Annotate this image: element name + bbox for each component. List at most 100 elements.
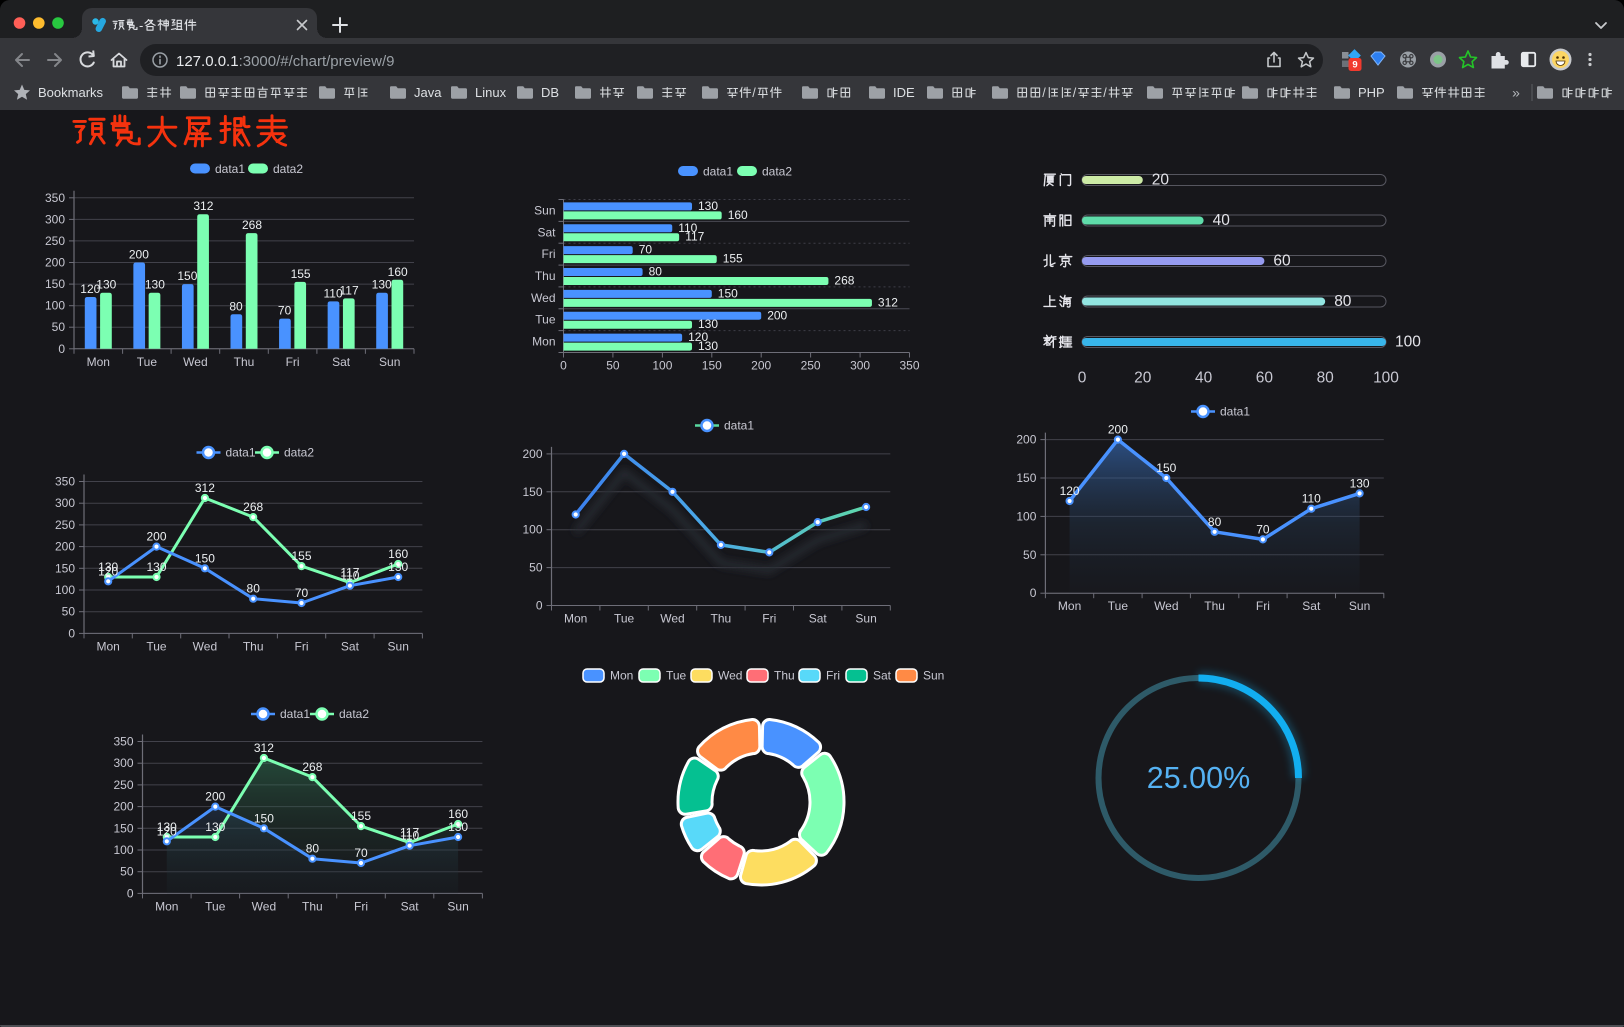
svg-text:Tue: Tue [146,639,167,653]
svg-text:50: 50 [606,359,620,373]
svg-text:155: 155 [351,809,371,823]
svg-text:PHP: PHP [1358,85,1385,100]
svg-text:data1: data1 [1220,405,1250,419]
svg-text:Thu: Thu [302,899,323,913]
svg-text:Mon: Mon [1058,599,1081,613]
svg-text:200: 200 [129,248,149,262]
svg-text:300: 300 [45,212,65,226]
svg-text:100: 100 [55,583,75,597]
svg-text:Fri: Fri [826,669,840,683]
svg-text:200: 200 [113,800,133,814]
svg-text:130: 130 [146,560,166,574]
svg-text:data1: data1 [215,162,245,176]
svg-text:300: 300 [850,359,870,373]
svg-text:110: 110 [1302,492,1321,506]
svg-text:IDE: IDE [893,85,915,100]
svg-text:Sun: Sun [379,355,400,369]
svg-text:130: 130 [698,339,718,353]
svg-text:100: 100 [652,359,672,373]
svg-text:110: 110 [678,221,697,235]
svg-text:80: 80 [1334,293,1352,310]
svg-text:0: 0 [1030,586,1037,600]
svg-text:/: / [752,86,756,100]
svg-text:100: 100 [45,299,65,313]
svg-text:127.0.0.1:3000/#/chart/preview: 127.0.0.1:3000/#/chart/preview/9 [176,53,395,70]
svg-text:Tue: Tue [614,612,635,626]
svg-text:Thu: Thu [1204,599,1225,613]
svg-text:data2: data2 [284,446,314,460]
svg-text:150: 150 [113,821,133,835]
svg-text:130: 130 [372,278,392,292]
svg-text:100: 100 [113,843,133,857]
svg-text:100: 100 [1395,334,1421,351]
svg-text:268: 268 [242,218,262,232]
svg-text:Fri: Fri [286,355,300,369]
svg-text:Thu: Thu [711,612,732,626]
svg-text:160: 160 [388,265,408,279]
svg-text:312: 312 [195,481,215,495]
svg-text:20: 20 [1152,172,1170,189]
svg-text:Mon: Mon [610,669,633,683]
svg-text:100: 100 [1016,509,1036,523]
svg-text:100: 100 [522,523,542,537]
svg-text:Fri: Fri [762,612,776,626]
svg-text:Wed: Wed [193,639,217,653]
svg-text:200: 200 [522,447,542,461]
svg-text:/: / [1073,86,1077,100]
svg-text:250: 250 [113,778,133,792]
svg-text:data2: data2 [273,162,303,176]
svg-text:0: 0 [68,626,75,640]
svg-text:300: 300 [113,756,133,770]
svg-text:117: 117 [340,566,359,580]
svg-text:»: » [1512,85,1520,101]
svg-text:Sat: Sat [809,612,828,626]
svg-text:/: / [1042,86,1046,100]
svg-text:Mon: Mon [532,335,555,349]
svg-text:Bookmarks: Bookmarks [38,85,104,100]
svg-text:50: 50 [62,605,76,619]
svg-text:130: 130 [205,820,225,834]
svg-text:Mon: Mon [97,639,120,653]
svg-text:120: 120 [157,824,177,838]
svg-text:0: 0 [58,342,65,356]
svg-text:155: 155 [291,549,311,563]
svg-text:Thu: Thu [535,269,556,283]
svg-text:130: 130 [698,199,718,213]
svg-text:150: 150 [522,485,542,499]
svg-text:268: 268 [834,273,854,287]
svg-text:data1: data1 [724,419,754,433]
svg-text:0: 0 [127,886,134,900]
svg-text:data2: data2 [339,707,369,721]
svg-text:Tue: Tue [1108,599,1129,613]
svg-text:60: 60 [1256,370,1274,387]
svg-text:50: 50 [120,865,134,879]
svg-text:150: 150 [55,561,75,575]
svg-text:80: 80 [1317,370,1335,387]
svg-text:Tue: Tue [535,313,556,327]
svg-text:100: 100 [1373,370,1399,387]
svg-text:Fri: Fri [1256,599,1270,613]
svg-text:70: 70 [295,586,309,600]
svg-text:312: 312 [878,295,898,309]
svg-text:25.00%: 25.00% [1147,761,1250,795]
svg-text:Sun: Sun [447,899,468,913]
svg-text:70: 70 [354,846,368,860]
svg-text:350: 350 [899,359,919,373]
svg-text:Wed: Wed [660,612,684,626]
svg-text:Fri: Fri [542,247,556,261]
svg-text:150: 150 [702,359,722,373]
svg-text:117: 117 [400,826,419,840]
svg-text:150: 150 [1016,471,1036,485]
svg-text:200: 200 [45,256,65,270]
svg-text:80: 80 [306,842,320,856]
svg-text:200: 200 [767,308,787,322]
svg-text:160: 160 [448,807,468,821]
svg-text:80: 80 [649,265,663,279]
svg-text:250: 250 [801,359,821,373]
svg-text:350: 350 [55,475,75,489]
svg-text:data1: data1 [280,707,310,721]
svg-text:70: 70 [1256,522,1270,536]
svg-text:9: 9 [1352,59,1357,70]
svg-text:60: 60 [1273,253,1291,270]
svg-text:150: 150 [195,551,215,565]
